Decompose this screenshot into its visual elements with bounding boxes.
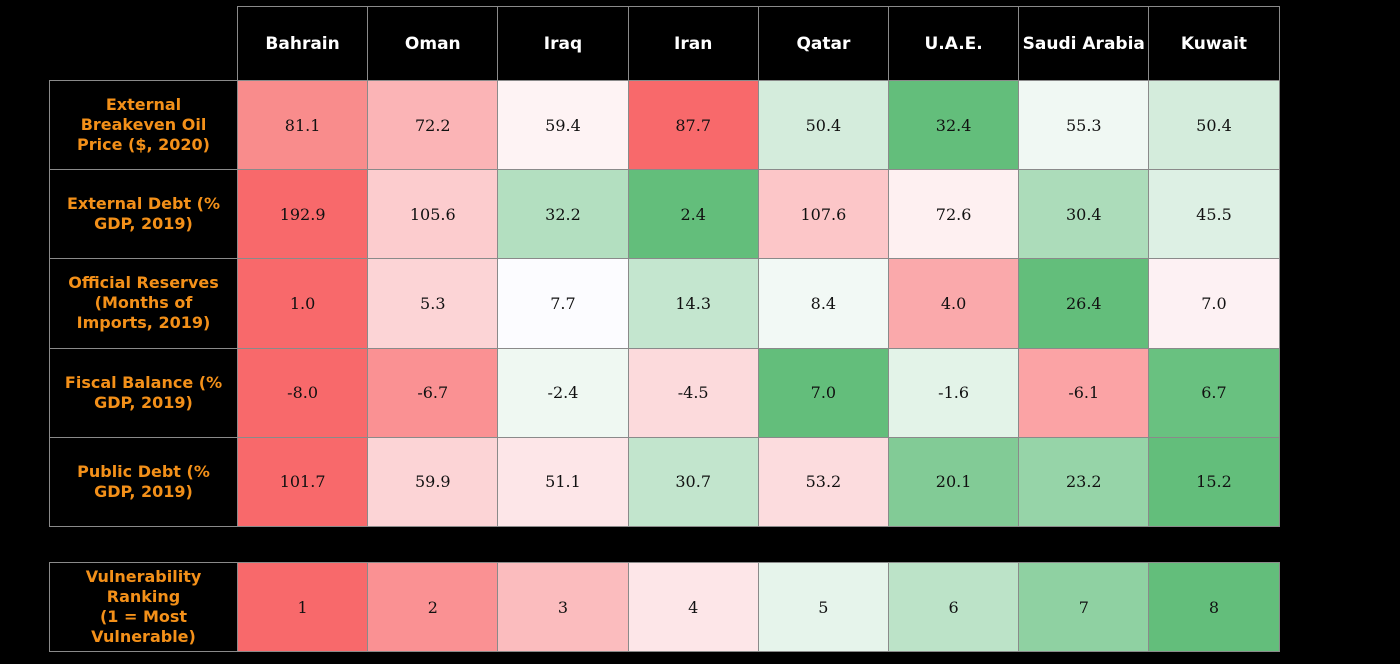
table-cell: 4.0 (888, 258, 1020, 349)
table-cell: 15.2 (1148, 436, 1280, 527)
table-cell: 32.4 (888, 80, 1020, 171)
table-cell: 8.4 (757, 258, 889, 349)
table-cell: 26.4 (1018, 258, 1150, 349)
table-cell: 105.6 (367, 169, 499, 260)
table-cell: 2.4 (627, 169, 759, 260)
ranking-cell: 1 (237, 562, 369, 652)
table-cell: 1.0 (237, 258, 369, 349)
ranking-cell: 8 (1148, 562, 1280, 652)
ranking-cell: 3 (497, 562, 629, 652)
table-cell: 81.1 (237, 80, 369, 171)
row-header: Official Reserves (Months of Imports, 20… (49, 258, 238, 349)
table-cell: 23.2 (1018, 436, 1150, 527)
column-header-u-a-e: U.A.E. (888, 6, 1020, 81)
table-cell: 7.7 (497, 258, 629, 349)
table-cell: 5.3 (367, 258, 499, 349)
column-header-qatar: Qatar (757, 6, 889, 81)
table-cell: 55.3 (1018, 80, 1150, 171)
table-cell: 6.7 (1148, 347, 1280, 438)
column-header-kuwait: Kuwait (1148, 6, 1280, 81)
table-cell: 107.6 (757, 169, 889, 260)
table-cell: -1.6 (888, 347, 1020, 438)
table-cell: 30.7 (627, 436, 759, 527)
ranking-cell: 7 (1018, 562, 1150, 652)
column-header-bahrain: Bahrain (237, 6, 369, 81)
table-cell: 32.2 (497, 169, 629, 260)
ranking-cell: 6 (888, 562, 1020, 652)
column-header-iraq: Iraq (497, 6, 629, 81)
table-cell: 192.9 (237, 169, 369, 260)
table-cell: 72.6 (888, 169, 1020, 260)
table-cell: -4.5 (627, 347, 759, 438)
table-cell: 30.4 (1018, 169, 1150, 260)
row-header: Fiscal Balance (% GDP, 2019) (49, 347, 238, 438)
table-cell: -2.4 (497, 347, 629, 438)
table-cell: 45.5 (1148, 169, 1280, 260)
table-cell: -6.1 (1018, 347, 1150, 438)
table-cell: 59.9 (367, 436, 499, 527)
ranking-row-header: Vulnerability Ranking (1 = Most Vulnerab… (49, 562, 238, 652)
table-cell: 59.4 (497, 80, 629, 171)
table-cell: 101.7 (237, 436, 369, 527)
table-cell: 51.1 (497, 436, 629, 527)
table-cell: 50.4 (757, 80, 889, 171)
table-cell: 14.3 (627, 258, 759, 349)
column-header-saudi-arabia: Saudi Arabia (1018, 6, 1150, 81)
row-header: External Debt (% GDP, 2019) (49, 169, 238, 260)
row-header: Public Debt (% GDP, 2019) (49, 436, 238, 527)
table-cell: 7.0 (1148, 258, 1280, 349)
column-header-iran: Iran (627, 6, 759, 81)
table-cell: 87.7 (627, 80, 759, 171)
table-cell: -8.0 (237, 347, 369, 438)
table-cell: 50.4 (1148, 80, 1280, 171)
ranking-cell: 4 (627, 562, 759, 652)
table-cell: 7.0 (757, 347, 889, 438)
row-header: External Breakeven Oil Price ($, 2020) (49, 80, 238, 171)
column-header-oman: Oman (367, 6, 499, 81)
table-cell: -6.7 (367, 347, 499, 438)
ranking-cell: 5 (757, 562, 889, 652)
ranking-cell: 2 (367, 562, 499, 652)
table-cell: 53.2 (757, 436, 889, 527)
table-cell: 20.1 (888, 436, 1020, 527)
table-cell: 72.2 (367, 80, 499, 171)
